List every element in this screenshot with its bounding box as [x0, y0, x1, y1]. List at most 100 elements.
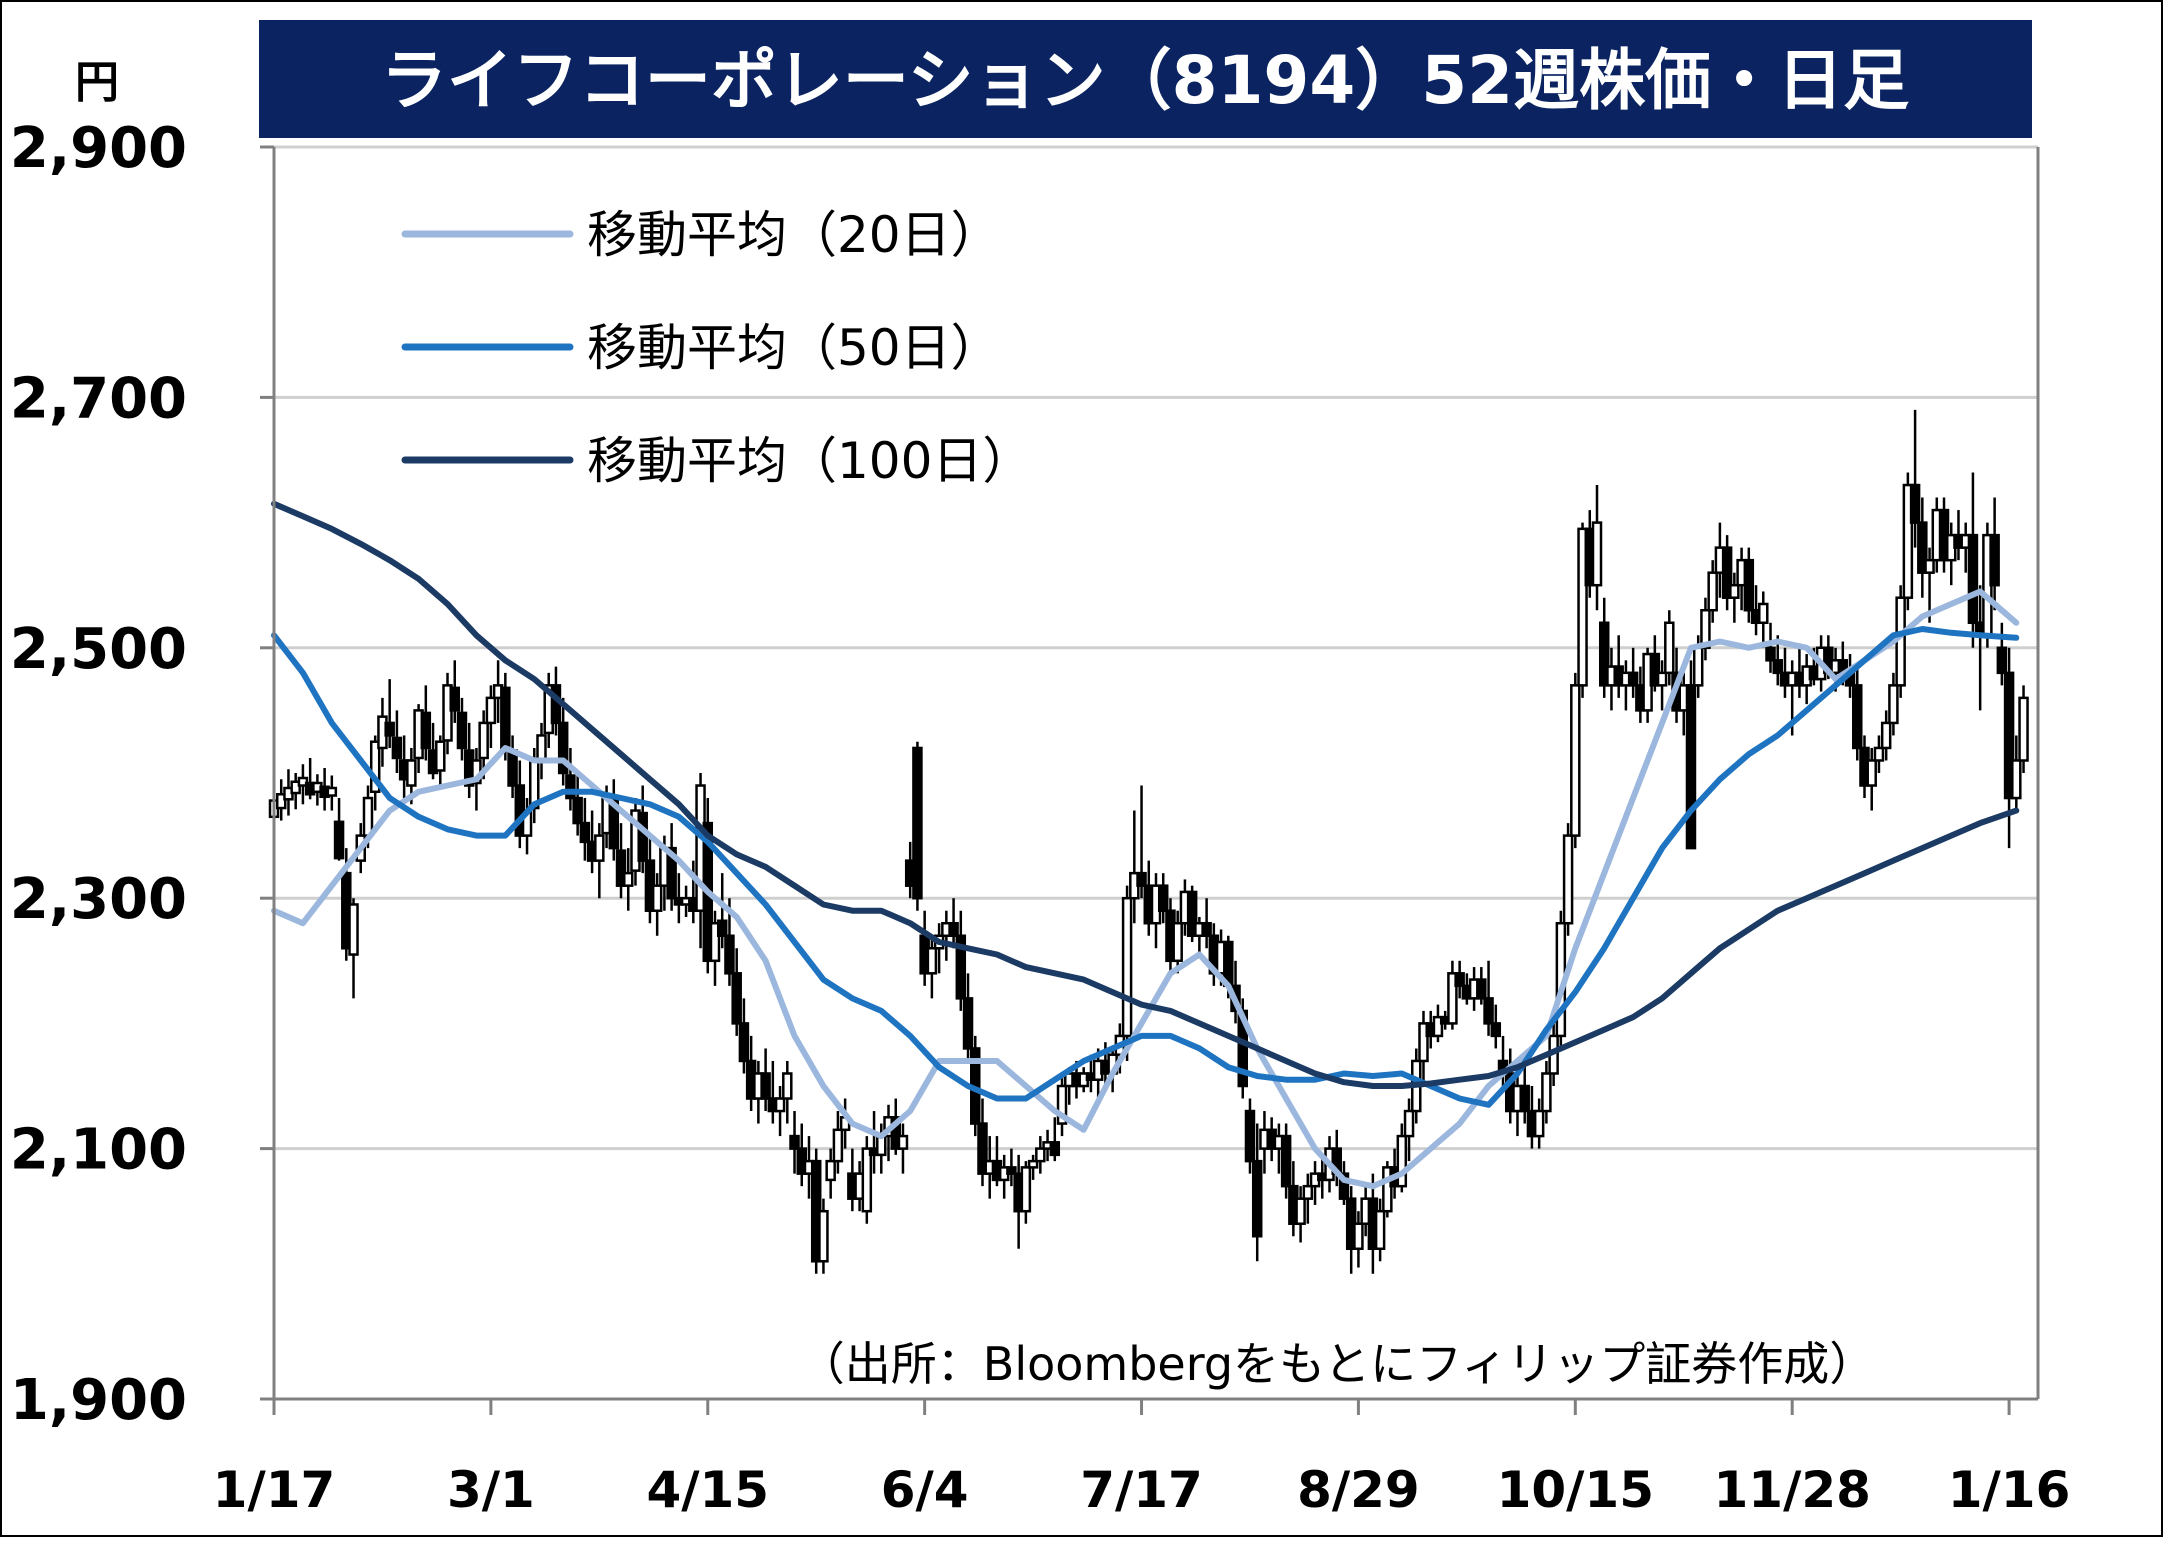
x-tick-label-1: 3/1 [447, 1461, 535, 1519]
x-tick-label-4: 7/17 [1080, 1461, 1203, 1519]
candle-body-62 [716, 919, 728, 938]
y-axis-unit: 円 [75, 57, 119, 108]
candle-body-24 [442, 684, 453, 742]
candle-body-51 [637, 811, 648, 862]
candle-body-53 [651, 884, 663, 912]
x-tick-label-3: 6/4 [881, 1461, 969, 1519]
candle-body-65 [738, 1022, 750, 1063]
candle-body-61 [709, 921, 721, 963]
candle-body-181 [1577, 527, 1588, 687]
candle-body-45 [594, 834, 605, 862]
candle-body-91 [926, 947, 938, 975]
candle-body-23 [435, 740, 446, 772]
candle-body-37 [536, 734, 547, 762]
candle-body-175 [1533, 1109, 1545, 1138]
candle-body-48 [615, 849, 627, 887]
candle-body-104 [1020, 1166, 1032, 1213]
candle-body-105 [1027, 1159, 1039, 1169]
candle-body-173 [1519, 1084, 1530, 1113]
candle-body-49 [622, 871, 634, 887]
candle-body-168 [1483, 997, 1494, 1025]
y-tick-label-4: 2,100 [10, 1118, 187, 1183]
candle-body-242 [2018, 696, 2029, 762]
x-tick-label-0: 1/17 [213, 1461, 336, 1519]
candle-body-206 [1758, 602, 1769, 625]
candle-body-127 [1186, 890, 1198, 938]
series-line-ma50 [271, 626, 2020, 1108]
candle-body-208 [1772, 659, 1783, 675]
candle-body-76 [818, 1209, 829, 1263]
candle-body-129 [1201, 921, 1212, 938]
candle-body-108 [1049, 1141, 1061, 1157]
candle-body-109 [1056, 1084, 1068, 1125]
candle-body-9 [333, 820, 345, 860]
candle-body-71 [782, 1072, 793, 1100]
candle-body-199 [1707, 571, 1718, 612]
candle-body-3 [290, 780, 301, 795]
candle-body-70 [774, 1097, 786, 1113]
candle-body-176 [1541, 1072, 1552, 1113]
candlesticks [268, 409, 2029, 1274]
candle-body-13 [362, 796, 374, 837]
candle-body-179 [1562, 834, 1574, 925]
candle-body-123 [1157, 884, 1169, 912]
candle-body-4 [297, 776, 309, 787]
candle-body-11 [348, 903, 359, 956]
candle-body-43 [579, 821, 591, 844]
candle-body-164 [1454, 972, 1465, 988]
axes [260, 145, 2040, 1415]
candle-body-30 [485, 696, 497, 725]
candle-body-169 [1490, 1022, 1502, 1038]
chart-title-background [259, 20, 2032, 138]
candle-body-180 [1570, 684, 1581, 837]
candle-body-72 [789, 1134, 800, 1150]
x-tick-label-7: 11/28 [1713, 1461, 1870, 1519]
candle-body-191 [1649, 652, 1661, 687]
candle-body-167 [1476, 978, 1487, 1000]
candle-body-196 [1685, 684, 1697, 850]
candle-body-156 [1396, 1134, 1408, 1188]
legend: 移動平均（20日） 移動平均（50日） 移動平均（100日） [401, 206, 1032, 490]
candle-body-188 [1627, 671, 1639, 687]
x-tick-label-2: 4/15 [646, 1461, 769, 1519]
candle-body-106 [1035, 1147, 1046, 1163]
series-line-ma100 [271, 500, 2020, 1089]
candle-body-239 [1996, 646, 2008, 675]
candle-body-221 [1866, 759, 1877, 787]
candle-body-21 [420, 711, 432, 750]
y-axis-ticks: 2,900 2,700 2,500 2,300 2,100 1,900 [10, 116, 187, 1433]
candle-body-202 [1729, 583, 1740, 599]
candle-body-241 [2011, 759, 2022, 800]
candle-body-86 [890, 1116, 901, 1150]
legend-label-ma50: 移動平均（50日） [587, 319, 1001, 377]
candle-body-96 [962, 997, 974, 1050]
candle-body-120 [1136, 871, 1147, 887]
candle-body-40 [557, 721, 569, 775]
y-tick-label-0: 2,900 [10, 116, 187, 181]
candle-body-25 [449, 686, 460, 712]
candle-body-161 [1432, 1015, 1444, 1038]
candle-body-68 [760, 1072, 771, 1100]
candle-body-184 [1598, 621, 1610, 687]
candle-body-228 [1917, 521, 1928, 574]
candle-body-140 [1280, 1134, 1292, 1188]
candle-body-159 [1418, 1022, 1429, 1063]
candle-body-82 [861, 1147, 873, 1213]
candle-body-41 [565, 774, 576, 800]
candle-body-154 [1382, 1166, 1393, 1213]
candle-body-224 [1888, 684, 1899, 725]
candle-body-64 [731, 972, 742, 1025]
candle-body-55 [666, 846, 677, 900]
candle-body-238 [1989, 533, 2000, 587]
candle-body-42 [572, 796, 583, 825]
candle-body-135 [1244, 1109, 1256, 1163]
candle-body-33 [507, 749, 518, 787]
candle-body-235 [1967, 533, 1979, 625]
candle-body-148 [1338, 1172, 1350, 1200]
y-tick-label-5: 1,900 [10, 1368, 187, 1433]
legend-label-ma100: 移動平均（100日） [587, 432, 1032, 490]
candle-body-223 [1880, 721, 1892, 750]
candle-body-118 [1121, 896, 1133, 1038]
